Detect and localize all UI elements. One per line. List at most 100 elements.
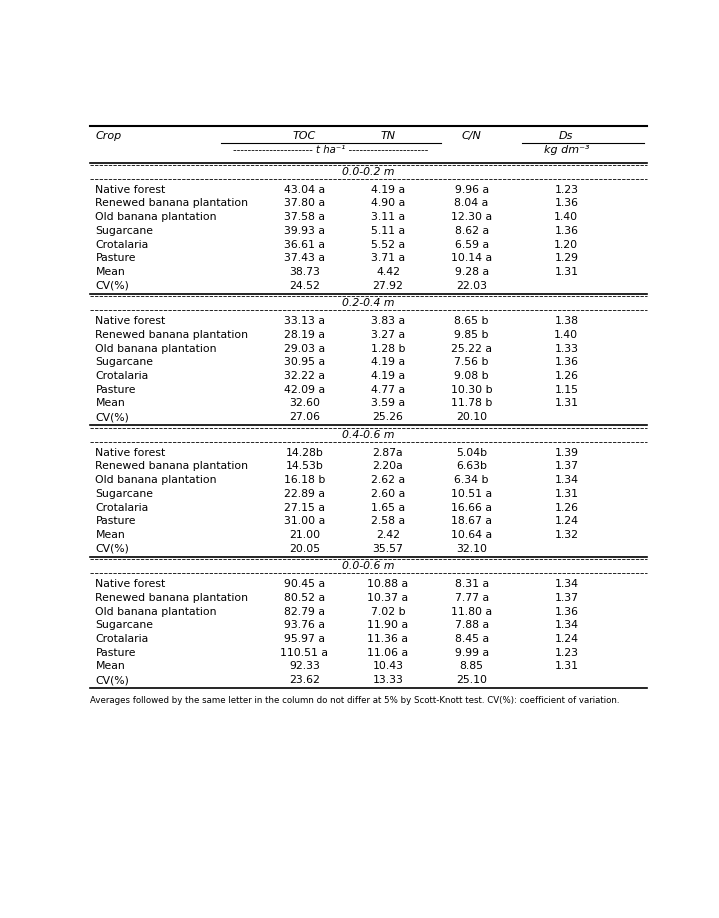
Text: 82.79 a: 82.79 a	[284, 607, 325, 617]
Text: 37.58 a: 37.58 a	[284, 212, 325, 222]
Text: 31.00 a: 31.00 a	[284, 516, 325, 526]
Text: ---------------------- t ha⁻¹ ----------------------: ---------------------- t ha⁻¹ ----------…	[233, 145, 429, 155]
Text: 1.31: 1.31	[554, 398, 578, 409]
Text: 2.20a: 2.20a	[372, 462, 403, 471]
Text: 4.42: 4.42	[376, 267, 400, 277]
Text: Mean: Mean	[96, 530, 125, 540]
Text: 4.77 a: 4.77 a	[371, 385, 405, 395]
Text: Old banana plantation: Old banana plantation	[96, 212, 217, 222]
Text: 10.51 a: 10.51 a	[451, 488, 492, 498]
Text: CV(%): CV(%)	[96, 281, 129, 291]
Text: C/N: C/N	[462, 130, 482, 140]
Text: 3.71 a: 3.71 a	[371, 253, 405, 263]
Text: 10.43: 10.43	[372, 662, 403, 671]
Text: 7.02 b: 7.02 b	[371, 607, 406, 617]
Text: 1.33: 1.33	[554, 343, 578, 353]
Text: 16.66 a: 16.66 a	[451, 502, 492, 512]
Text: Sugarcane: Sugarcane	[96, 621, 153, 631]
Text: Native forest: Native forest	[96, 579, 165, 589]
Text: 7.77 a: 7.77 a	[454, 593, 489, 603]
Text: 1.31: 1.31	[554, 488, 578, 498]
Text: 9.85 b: 9.85 b	[454, 330, 489, 340]
Text: 4.19 a: 4.19 a	[371, 357, 405, 367]
Text: 4.90 a: 4.90 a	[371, 198, 405, 208]
Text: Crotalaria: Crotalaria	[96, 371, 149, 381]
Text: 10.64 a: 10.64 a	[451, 530, 492, 540]
Text: 90.45 a: 90.45 a	[284, 579, 325, 589]
Text: 1.36: 1.36	[554, 357, 578, 367]
Text: 92.33: 92.33	[289, 662, 320, 671]
Text: 28.19 a: 28.19 a	[284, 330, 325, 340]
Text: 1.29: 1.29	[554, 253, 578, 263]
Text: 6.59 a: 6.59 a	[454, 240, 489, 250]
Text: 22.89 a: 22.89 a	[284, 488, 325, 498]
Text: Old banana plantation: Old banana plantation	[96, 343, 217, 353]
Text: 1.36: 1.36	[554, 226, 578, 236]
Text: 1.36: 1.36	[554, 607, 578, 617]
Text: Pasture: Pasture	[96, 516, 136, 526]
Text: 25.10: 25.10	[456, 675, 487, 685]
Text: 1.38: 1.38	[554, 316, 578, 326]
Text: 2.60 a: 2.60 a	[371, 488, 405, 498]
Text: 2.58 a: 2.58 a	[371, 516, 405, 526]
Text: 1.39: 1.39	[554, 448, 578, 458]
Text: Old banana plantation: Old banana plantation	[96, 607, 217, 617]
Text: 32.60: 32.60	[289, 398, 320, 409]
Text: 24.52: 24.52	[289, 281, 320, 291]
Text: Native forest: Native forest	[96, 448, 165, 458]
Text: 5.11 a: 5.11 a	[371, 226, 405, 236]
Text: 3.27 a: 3.27 a	[371, 330, 405, 340]
Text: 1.23: 1.23	[554, 185, 578, 195]
Text: Renewed banana plantation: Renewed banana plantation	[96, 198, 249, 208]
Text: 6.63b: 6.63b	[456, 462, 487, 471]
Text: Renewed banana plantation: Renewed banana plantation	[96, 462, 249, 471]
Text: Crotalaria: Crotalaria	[96, 502, 149, 512]
Text: 13.33: 13.33	[372, 675, 403, 685]
Text: 1.24: 1.24	[554, 634, 578, 644]
Text: TOC: TOC	[293, 130, 316, 140]
Text: 80.52 a: 80.52 a	[284, 593, 325, 603]
Text: Sugarcane: Sugarcane	[96, 226, 153, 236]
Text: 42.09 a: 42.09 a	[284, 385, 325, 395]
Text: Crop: Crop	[96, 130, 122, 140]
Text: 9.28 a: 9.28 a	[454, 267, 489, 277]
Text: 37.43 a: 37.43 a	[284, 253, 325, 263]
Text: Ds: Ds	[559, 130, 574, 140]
Text: Crotalaria: Crotalaria	[96, 634, 149, 644]
Text: 1.34: 1.34	[554, 476, 578, 485]
Text: TN: TN	[380, 130, 395, 140]
Text: CV(%): CV(%)	[96, 412, 129, 422]
Text: 2.62 a: 2.62 a	[371, 476, 405, 485]
Text: 10.37 a: 10.37 a	[367, 593, 408, 603]
Text: 35.57: 35.57	[372, 543, 403, 554]
Text: 0.2-0.4 m: 0.2-0.4 m	[342, 298, 395, 308]
Text: 32.22 a: 32.22 a	[284, 371, 325, 381]
Text: 3.59 a: 3.59 a	[371, 398, 405, 409]
Text: 1.31: 1.31	[554, 662, 578, 671]
Text: 14.28b: 14.28b	[285, 448, 324, 458]
Text: 27.92: 27.92	[372, 281, 403, 291]
Text: 0.0-0.2 m: 0.0-0.2 m	[342, 167, 395, 176]
Text: 9.99 a: 9.99 a	[454, 648, 489, 657]
Text: 27.15 a: 27.15 a	[284, 502, 325, 512]
Text: 22.03: 22.03	[456, 281, 487, 291]
Text: Old banana plantation: Old banana plantation	[96, 476, 217, 485]
Text: Pasture: Pasture	[96, 253, 136, 263]
Text: 1.37: 1.37	[554, 593, 578, 603]
Text: 3.11 a: 3.11 a	[371, 212, 405, 222]
Text: 8.65 b: 8.65 b	[454, 316, 489, 326]
Text: 11.90 a: 11.90 a	[367, 621, 408, 631]
Text: Pasture: Pasture	[96, 648, 136, 657]
Text: 1.36: 1.36	[554, 198, 578, 208]
Text: 14.53b: 14.53b	[285, 462, 324, 471]
Text: Crotalaria: Crotalaria	[96, 240, 149, 250]
Text: Averages followed by the same letter in the column do not differ at 5% by Scott-: Averages followed by the same letter in …	[90, 696, 619, 705]
Text: 20.05: 20.05	[289, 543, 320, 554]
Text: Mean: Mean	[96, 398, 125, 409]
Text: Pasture: Pasture	[96, 385, 136, 395]
Text: 25.22 a: 25.22 a	[451, 343, 492, 353]
Text: 0.4-0.6 m: 0.4-0.6 m	[342, 430, 395, 440]
Text: 38.73: 38.73	[289, 267, 320, 277]
Text: 4.19 a: 4.19 a	[371, 185, 405, 195]
Text: 1.23: 1.23	[554, 648, 578, 657]
